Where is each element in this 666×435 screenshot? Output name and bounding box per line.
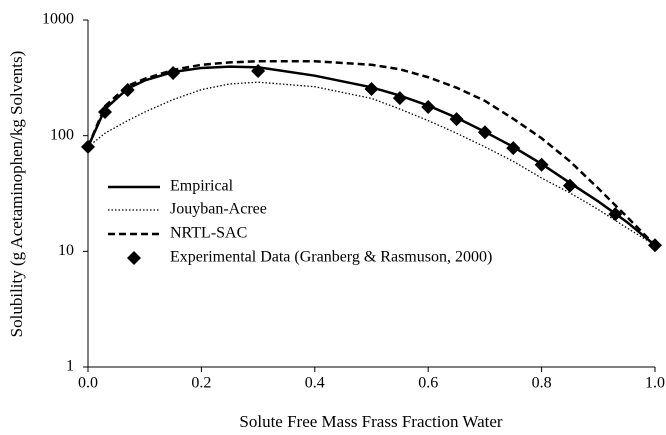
- data-point: [120, 83, 135, 98]
- legend-label: Experimental Data (Granberg & Rasmuson, …: [170, 249, 492, 266]
- data-point: [166, 66, 181, 81]
- data-point: [608, 207, 623, 222]
- x-axis-label: Solute Free Mass Frass Fraction Water: [239, 412, 503, 431]
- data-point: [421, 99, 436, 114]
- data-point: [364, 82, 379, 97]
- x-tick-label: 0.2: [191, 375, 211, 392]
- series-line: [86, 65, 656, 247]
- legend-label: Empirical: [170, 178, 234, 195]
- legend-label: NRTL-SAC: [170, 225, 247, 242]
- legend-label: Jouyban-Acree: [170, 201, 267, 218]
- data-point: [648, 238, 662, 253]
- data-point: [562, 178, 577, 193]
- data-point: [506, 141, 521, 156]
- series-line: [86, 59, 656, 247]
- x-tick-label: 0.8: [532, 375, 552, 392]
- y-tick-label: 100: [50, 126, 74, 143]
- data-point: [449, 112, 464, 127]
- y-tick-label: 1: [66, 358, 74, 375]
- data-point: [392, 91, 407, 106]
- series-line: [87, 81, 656, 246]
- data-point: [251, 64, 266, 79]
- data-point: [534, 157, 549, 172]
- x-tick-label: 1.0: [645, 375, 665, 392]
- data-point: [98, 105, 113, 120]
- y-tick-label: 10: [58, 242, 74, 259]
- x-tick-label: 0.6: [418, 375, 438, 392]
- data-point: [81, 139, 95, 154]
- data-point: [477, 125, 492, 140]
- y-tick-label: 1000: [42, 11, 74, 28]
- x-tick-label: 0.0: [78, 375, 98, 392]
- x-tick-label: 0.4: [305, 375, 325, 392]
- legend-marker: [127, 251, 141, 265]
- y-axis-label: Solubility (g Acetaminophen/kg Solvents): [7, 51, 26, 338]
